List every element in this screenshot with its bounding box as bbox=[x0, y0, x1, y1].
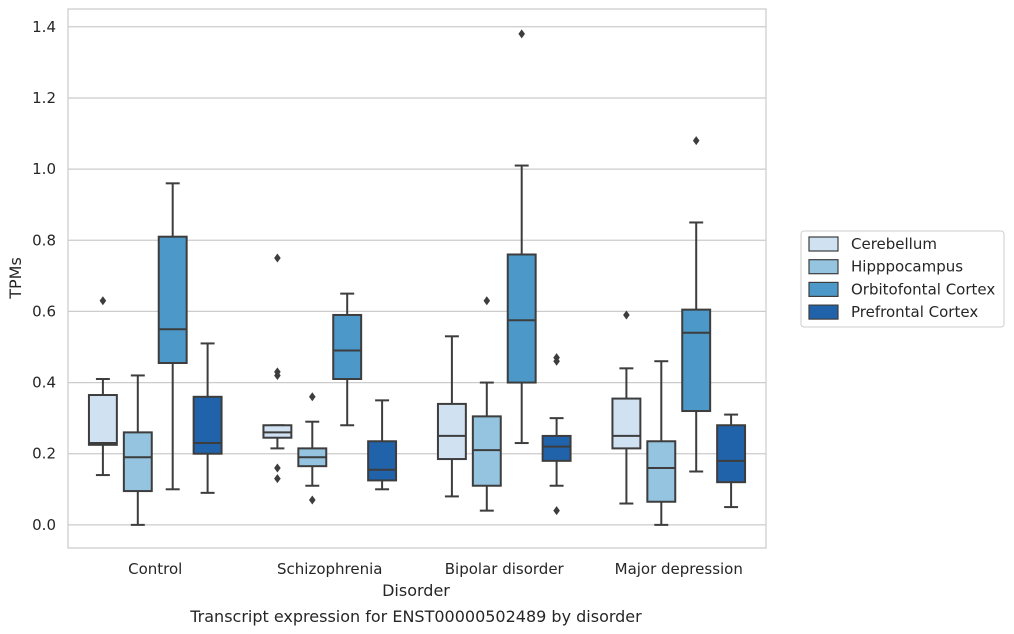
box-prefrontal-cortex-1 bbox=[367, 399, 398, 491]
box-hipppocampus-3 bbox=[646, 360, 677, 526]
outlier-point bbox=[692, 136, 700, 146]
outlier-point bbox=[553, 356, 560, 366]
legend-label: Hipppocampus bbox=[851, 258, 963, 276]
box-prefrontal-cortex-3 bbox=[716, 413, 747, 509]
box-cerebellum-2 bbox=[436, 335, 467, 498]
x-tick-label: Bipolar disorder bbox=[445, 560, 565, 578]
box-cerebellum-1 bbox=[262, 253, 293, 484]
iqr-box bbox=[646, 440, 677, 503]
box-hipppocampus-0 bbox=[122, 374, 153, 526]
iqr-box bbox=[192, 395, 223, 455]
box-orbitofontal-cortex-0 bbox=[157, 182, 188, 491]
y-tick-label: 0.6 bbox=[32, 302, 56, 320]
box-orbitofontal-cortex-3 bbox=[681, 136, 712, 473]
outlier-point bbox=[623, 310, 630, 320]
box-prefrontal-cortex-0 bbox=[192, 342, 223, 494]
iqr-box bbox=[436, 402, 467, 461]
x-axis-title: Disorder bbox=[382, 581, 450, 600]
iqr-box bbox=[122, 431, 153, 493]
y-tick-label: 1.2 bbox=[32, 89, 56, 107]
box-cerebellum-3 bbox=[611, 310, 642, 505]
iqr-box bbox=[541, 434, 572, 462]
x-tick-label: Control bbox=[128, 560, 182, 578]
legend-swatch bbox=[808, 304, 839, 320]
outlier-point bbox=[309, 392, 316, 402]
y-tick-label: 1.4 bbox=[32, 18, 56, 36]
legend-label: Cerebellum bbox=[851, 235, 937, 253]
box-cerebellum-0 bbox=[87, 296, 118, 477]
legend-label: Orbitofontal Cortex bbox=[851, 280, 995, 298]
iqr-box bbox=[681, 308, 712, 413]
box-orbitofontal-cortex-2 bbox=[506, 29, 537, 445]
iqr-box bbox=[611, 397, 642, 450]
y-axis-title: TPMs bbox=[6, 257, 25, 300]
iqr-box bbox=[87, 394, 118, 446]
outlier-point bbox=[518, 29, 525, 39]
box-orbitofontal-cortex-1 bbox=[332, 292, 363, 427]
iqr-box bbox=[367, 440, 398, 482]
iqr-box bbox=[506, 253, 537, 384]
x-tick-label: Schizophrenia bbox=[277, 560, 382, 578]
outlier-point bbox=[274, 253, 281, 263]
legend-frame bbox=[800, 230, 1005, 328]
outlier-point bbox=[274, 463, 281, 473]
y-axis-ticks: 0.0 0.2 0.4 0.6 0.8 1.0 1.2 1.4 bbox=[32, 18, 56, 534]
legend-label: Prefrontal Cortex bbox=[851, 303, 978, 321]
box-hipppocampus-2 bbox=[471, 296, 502, 512]
box-prefrontal-cortex-2 bbox=[541, 353, 572, 516]
y-tick-label: 1.0 bbox=[32, 160, 56, 178]
outlier-point bbox=[309, 495, 316, 505]
legend: Cerebellum Hipppocampus Orbitofontal Corte… bbox=[800, 230, 1005, 328]
iqr-box bbox=[716, 424, 747, 484]
chart-caption: Transcript expression for ENST0000050248… bbox=[189, 607, 642, 626]
outlier-point bbox=[553, 506, 560, 516]
outlier-point bbox=[483, 296, 491, 306]
iqr-box bbox=[332, 313, 363, 381]
plot-area-frame bbox=[67, 8, 767, 549]
legend-swatch bbox=[808, 259, 839, 275]
legend-swatch bbox=[808, 236, 839, 252]
outlier-point bbox=[99, 296, 107, 306]
y-tick-label: 0.0 bbox=[32, 516, 56, 534]
y-tick-label: 0.8 bbox=[32, 231, 56, 249]
x-axis-ticks: Control Schizophrenia Bipolar disorder Majo… bbox=[128, 560, 743, 578]
iqr-box bbox=[157, 235, 188, 364]
y-tick-label: 0.4 bbox=[32, 374, 56, 392]
outlier-point bbox=[274, 370, 281, 380]
x-tick-label: Major depression bbox=[615, 560, 743, 578]
legend-swatch bbox=[808, 281, 839, 297]
box-hipppocampus-1 bbox=[297, 392, 328, 505]
outlier-point bbox=[274, 474, 281, 484]
boxes bbox=[87, 29, 747, 526]
y-tick-label: 0.2 bbox=[32, 445, 56, 463]
